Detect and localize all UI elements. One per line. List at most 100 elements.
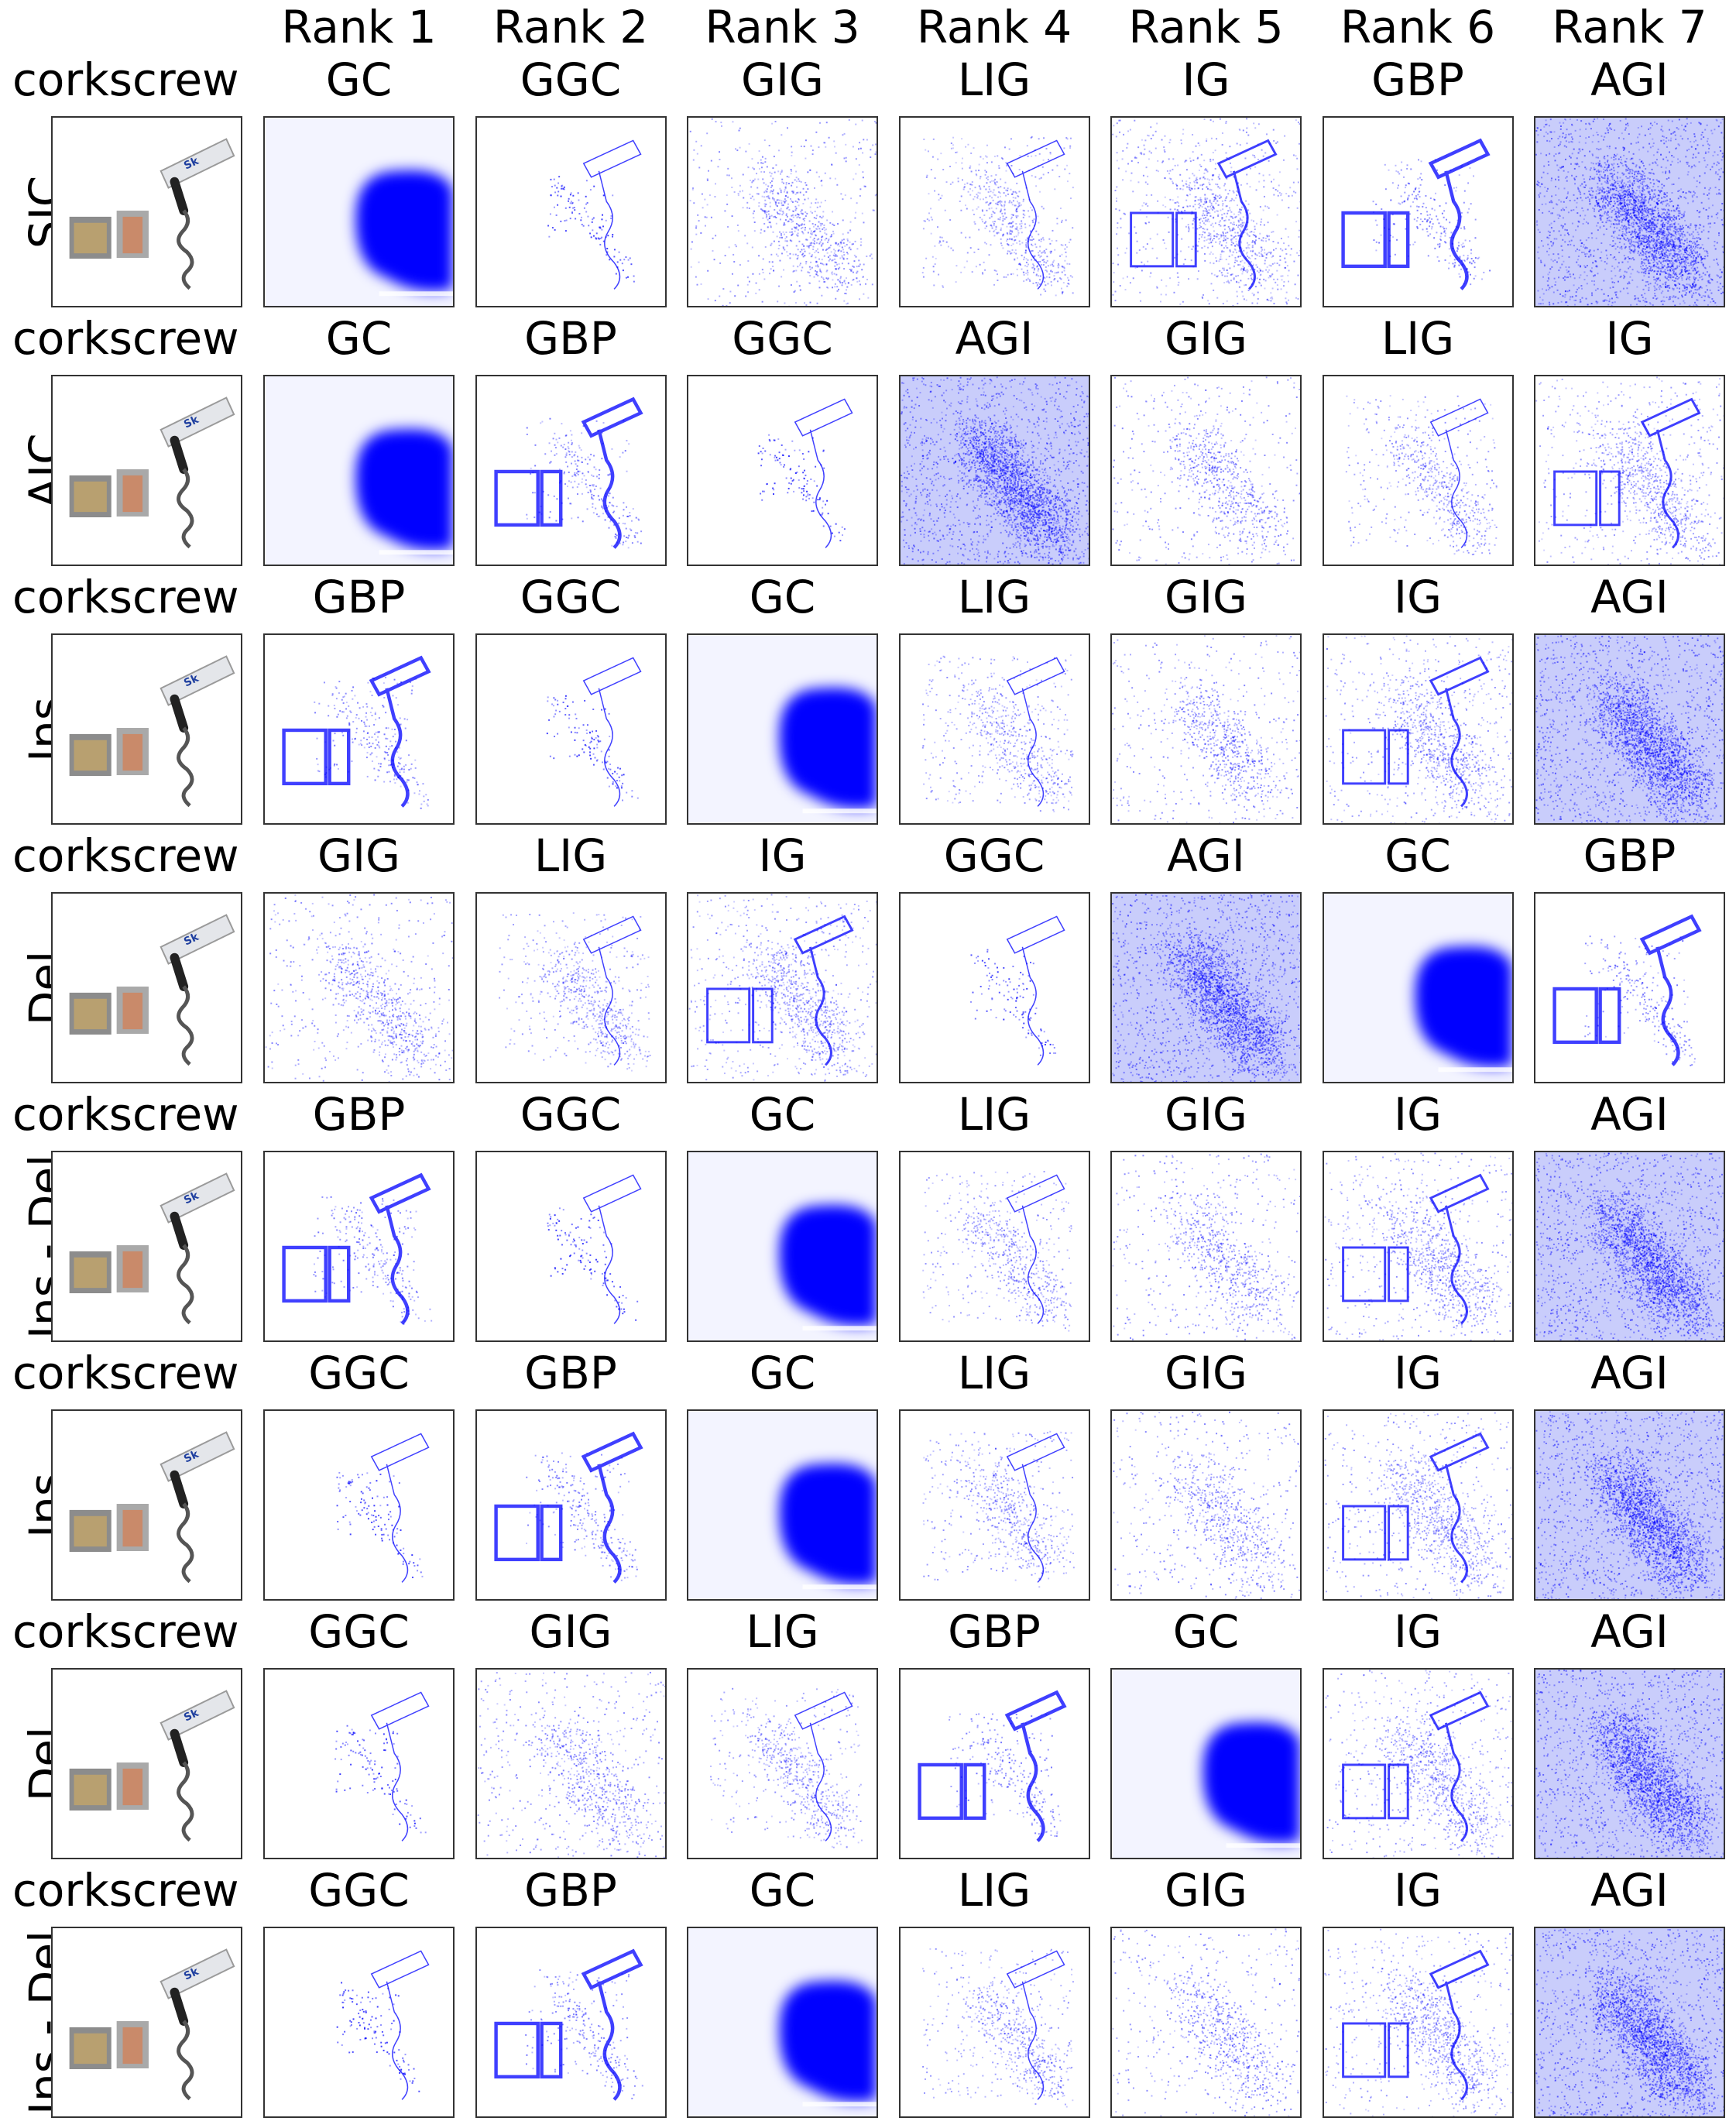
heatmap-gc	[688, 1928, 877, 2116]
heatmap-ggc	[335, 1691, 430, 1841]
method-title: GBP	[948, 1609, 1041, 1654]
saliency-map-lig	[687, 1668, 878, 1859]
input-image: Sk	[51, 1409, 242, 1601]
heatmap-lig	[921, 654, 1073, 813]
heatmap-agi	[1535, 1670, 1724, 1858]
method-title: IG	[1182, 57, 1230, 102]
method-title: LIG	[958, 1868, 1031, 1913]
heatmap-gc	[265, 376, 453, 565]
method-title: GGC	[520, 575, 621, 620]
saliency-map-ig	[687, 892, 878, 1083]
saliency-map-gig	[1110, 1927, 1302, 2118]
heatmap-lig	[922, 1430, 1075, 1588]
saliency-map-gbp	[263, 633, 455, 825]
heatmap-gbp	[493, 396, 643, 549]
saliency-map-ggc	[263, 1409, 455, 1601]
saliency-map-gig	[263, 892, 455, 1083]
heatmap-ig	[688, 894, 877, 1082]
method-title: GGC	[732, 316, 832, 361]
saliency-map-gig	[1110, 375, 1302, 566]
input-image: Sk	[51, 892, 242, 1083]
saliency-map-ig	[1322, 1927, 1514, 2118]
heatmap-gc	[688, 1411, 877, 1599]
input-image: Sk	[51, 1668, 242, 1859]
saliency-map-gc	[263, 375, 455, 566]
method-title: GBP	[524, 316, 617, 361]
method-title: LIG	[958, 575, 1031, 620]
method-title: GBP	[313, 1092, 406, 1137]
method-title: GC	[750, 1092, 815, 1137]
method-title: GC	[750, 1868, 815, 1913]
heatmap-agi	[900, 376, 1089, 565]
input-image: Sk	[51, 375, 242, 566]
saliency-map-ig	[1534, 375, 1725, 566]
saliency-map-ggc	[687, 375, 878, 566]
rank-header: Rank 6	[1340, 5, 1495, 50]
heatmap-lig	[921, 1948, 1074, 2108]
saliency-map-ggc	[475, 1151, 667, 1342]
heatmap-ggc	[336, 1950, 430, 2100]
heatmap-gc	[1112, 1670, 1300, 1858]
heatmap-gig	[1112, 635, 1300, 823]
method-title: IG	[1394, 575, 1442, 620]
saliency-map-agi	[1534, 1668, 1725, 1859]
method-title: GGC	[308, 1351, 409, 1395]
input-image: Sk	[51, 1927, 242, 2118]
rank-header: Rank 3	[705, 5, 859, 50]
class-label: corkscrew	[12, 1609, 239, 1654]
corkscrew-photo: Sk	[69, 1431, 235, 1584]
method-title: LIG	[746, 1609, 818, 1654]
saliency-map-agi	[1534, 1927, 1725, 2118]
saliency-map-gig	[475, 1668, 667, 1859]
method-title: GIG	[1165, 1351, 1247, 1395]
rank-header: Rank 7	[1552, 5, 1707, 50]
method-title: AGI	[1167, 833, 1245, 878]
method-title: GBP	[524, 1868, 617, 1913]
method-title: LIG	[958, 1092, 1031, 1137]
input-image: Sk	[51, 633, 242, 825]
method-title: LIG	[1381, 316, 1454, 361]
saliency-map-agi	[1110, 892, 1302, 1083]
heatmap-gbp	[1552, 914, 1702, 1066]
heatmap-gbp	[917, 1690, 1067, 1842]
corkscrew-photo: Sk	[69, 1690, 235, 1842]
method-title: GIG	[1165, 1868, 1247, 1913]
saliency-map-gc	[1322, 892, 1514, 1083]
method-title: IG	[1394, 1092, 1442, 1137]
heatmap-gig	[265, 894, 453, 1082]
saliency-map-gc	[1110, 1668, 1302, 1859]
saliency-map-gbp	[1322, 116, 1514, 307]
method-title: AGI	[1590, 1351, 1669, 1395]
heatmap-ggc	[969, 915, 1065, 1066]
saliency-map-lig	[475, 892, 667, 1083]
heatmap-gig	[477, 1671, 665, 1858]
saliency-map-lig	[898, 1409, 1090, 1601]
method-title: GIG	[530, 1609, 612, 1654]
heatmap-agi	[1535, 1928, 1724, 2116]
saliency-map-ggc	[898, 892, 1090, 1083]
saliency-map-agi	[1534, 1151, 1725, 1342]
class-label: corkscrew	[12, 575, 239, 620]
method-title: GBP	[1371, 57, 1464, 102]
saliency-map-gc	[687, 1927, 878, 2118]
saliency-map-lig	[898, 1151, 1090, 1342]
method-title: GC	[326, 316, 392, 361]
class-label: corkscrew	[12, 1868, 239, 1913]
rank-header: Rank 2	[493, 5, 648, 50]
heatmap-ggc	[547, 1174, 642, 1324]
class-label: corkscrew	[12, 57, 239, 102]
method-title: GIG	[741, 57, 824, 102]
method-title: GIG	[1165, 1092, 1247, 1137]
saliency-map-ig	[1322, 1668, 1514, 1859]
heatmap-ig	[1323, 1928, 1512, 2116]
saliency-map-ggc	[475, 116, 667, 307]
corkscrew-photo: Sk	[69, 1172, 235, 1325]
method-title: IG	[1394, 1609, 1442, 1654]
heatmap-gbp	[1340, 138, 1491, 290]
heatmap-lig	[710, 1687, 863, 1848]
method-title: AGI	[1590, 57, 1669, 102]
heatmap-gbp	[282, 655, 431, 809]
method-title: IG	[1605, 316, 1653, 361]
saliency-map-lig	[1322, 375, 1514, 566]
heatmap-agi	[1535, 1152, 1724, 1340]
